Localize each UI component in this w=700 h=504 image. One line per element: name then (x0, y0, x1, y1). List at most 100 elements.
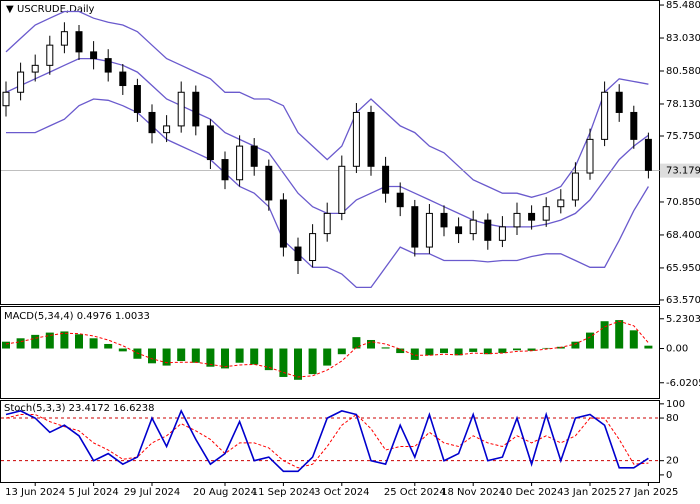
candle-body (367, 111, 375, 167)
candle-body (309, 233, 317, 262)
y-tick-label: 65.950 (666, 263, 700, 274)
y-tick-label: 80 (666, 413, 679, 424)
candle-body (2, 91, 10, 107)
candle-body (411, 206, 419, 248)
candle-body (60, 31, 68, 46)
macd-bar (483, 348, 492, 355)
y-tick-label: 70.850 (666, 197, 700, 208)
macd-bar (381, 347, 390, 349)
macd-bar (177, 348, 186, 362)
candle-body (586, 138, 594, 174)
candle-body (206, 125, 214, 161)
y-tick-label: 100 (666, 399, 685, 410)
macd-bar (337, 348, 346, 355)
macd-bar (469, 348, 478, 352)
candle-body (75, 31, 83, 53)
candle-body (513, 212, 521, 228)
x-tick-label: 3 Oct 2024 (314, 487, 369, 498)
macd-bar (2, 341, 10, 349)
candle-body (469, 219, 477, 235)
y-tick-label: 68.400 (666, 230, 700, 241)
main-panel (0, 0, 660, 305)
macd-bar (410, 348, 419, 360)
x-tick-label: 11 Sep 2024 (252, 487, 315, 498)
macd-bar (221, 348, 229, 369)
macd-bar (571, 341, 580, 349)
candle-body (601, 91, 609, 140)
x-tick-label: 5 Jul 2024 (68, 487, 118, 498)
y-tick-label: 63.570 (666, 295, 700, 306)
candle-body (571, 172, 579, 201)
stoch-title: Stoch(5,3,3) 23.4172 16.6238 (4, 403, 155, 414)
macd-bar (396, 348, 405, 354)
candle-body (148, 111, 156, 134)
macd-bar (440, 348, 448, 354)
y-tick-label: 75.750 (666, 131, 700, 142)
macd-bar (513, 348, 521, 351)
candle-body (279, 199, 287, 248)
macd-bar (16, 338, 25, 349)
macd-bar (104, 343, 113, 349)
macd-bar (45, 332, 54, 349)
candle-body (382, 165, 390, 194)
candle-body (250, 145, 258, 167)
candle-body (484, 219, 492, 241)
candle-body (17, 71, 25, 93)
candle-body (528, 212, 536, 221)
candle-body (615, 91, 623, 113)
stoch-signal (5, 413, 649, 469)
x-tick-label: 27 Jan 2025 (618, 487, 678, 498)
candle-body (644, 138, 652, 171)
x-tick-label: 29 Jul 2024 (124, 487, 181, 498)
x-tick-label: 20 Aug 2024 (193, 487, 257, 498)
macd-bar (264, 348, 273, 371)
macd-bar (75, 334, 83, 349)
candle-body (455, 226, 463, 235)
macd-bar (527, 348, 536, 351)
candle-body (396, 192, 404, 208)
candle-body (294, 246, 302, 262)
macd-bar (191, 348, 200, 363)
macd-bar (206, 348, 215, 367)
macd-bar (542, 347, 551, 349)
x-tick-label: 25 Oct 2024 (384, 487, 446, 498)
y-tick-label: 5.2303 (666, 314, 700, 325)
macd-bar (118, 348, 127, 352)
title-arrow: ▼ (6, 4, 14, 15)
y-tick-label: 80.580 (666, 66, 700, 77)
last-price-label: 73.179 (666, 166, 700, 177)
candle-body (177, 91, 185, 127)
macd-title: MACD(5,34,4) 0.4976 1.0033 (4, 311, 150, 322)
macd-bar (162, 348, 171, 366)
macd-bar (89, 338, 98, 349)
candle-body (323, 212, 331, 235)
macd-bar (60, 331, 69, 349)
candle-body (630, 111, 638, 140)
candle-body (542, 206, 550, 221)
candle-body (192, 91, 200, 127)
macd-bar (644, 345, 653, 349)
y-tick-label: 20 (666, 456, 679, 467)
macd-bar (586, 332, 594, 349)
candle-body (163, 125, 171, 134)
macd-bar (148, 348, 156, 364)
macd-bar (235, 348, 244, 363)
x-tick-label: 18 Nov 2024 (441, 487, 505, 498)
macd-bar (352, 337, 361, 349)
macd-bar (367, 339, 375, 349)
y-tick-label: 83.030 (666, 33, 700, 44)
macd-bar (31, 334, 40, 349)
macd-bar (279, 348, 288, 377)
candle-body (31, 64, 39, 73)
candle-body (265, 165, 273, 201)
candle-body (90, 51, 98, 60)
candle-body (46, 44, 54, 66)
macd-bar (629, 330, 638, 349)
candle-body (338, 165, 346, 214)
macd-signal (5, 320, 649, 378)
y-tick-label: 85.480 (666, 0, 700, 11)
macd-bar (294, 348, 302, 380)
candle-body (119, 71, 127, 87)
